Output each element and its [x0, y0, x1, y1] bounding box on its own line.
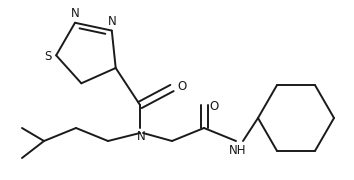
Text: NH: NH — [229, 143, 247, 156]
Text: O: O — [177, 80, 187, 93]
Text: N: N — [70, 7, 79, 20]
Text: S: S — [45, 50, 52, 63]
Text: N: N — [107, 15, 116, 28]
Text: O: O — [209, 100, 219, 114]
Text: N: N — [137, 130, 145, 143]
